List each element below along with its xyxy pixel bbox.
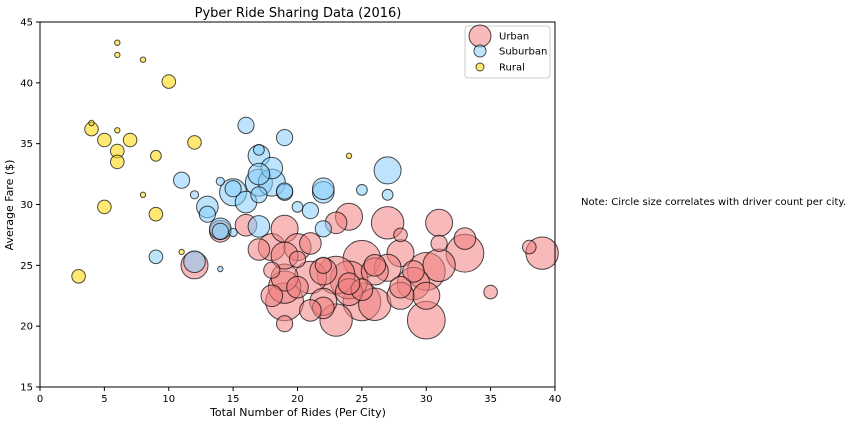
suburban-point bbox=[247, 162, 271, 186]
suburban-point bbox=[198, 205, 216, 223]
urban-point bbox=[299, 232, 322, 255]
x-tick-label: 40 bbox=[549, 394, 562, 405]
rural-point bbox=[97, 199, 112, 215]
suburban-point bbox=[228, 227, 238, 238]
urban-point bbox=[276, 315, 294, 333]
rural-point bbox=[148, 206, 164, 222]
rural-point bbox=[88, 119, 95, 127]
urban-point bbox=[263, 261, 281, 279]
suburban-point bbox=[250, 186, 268, 204]
suburban-point bbox=[215, 176, 225, 186]
suburban-point bbox=[276, 129, 294, 147]
urban-point bbox=[522, 239, 537, 255]
suburban-point bbox=[247, 215, 271, 238]
urban-point bbox=[389, 275, 412, 299]
urban-point bbox=[425, 208, 454, 237]
y-tick-label: 20 bbox=[20, 322, 33, 333]
y-tick-label: 45 bbox=[20, 18, 33, 29]
suburban-point bbox=[314, 220, 332, 238]
suburban-point bbox=[217, 265, 224, 273]
x-tick-label: 20 bbox=[291, 394, 304, 405]
rural-point bbox=[97, 132, 112, 148]
suburban-point bbox=[173, 171, 191, 189]
legend-marker-suburban bbox=[473, 44, 487, 58]
rural-point bbox=[114, 39, 121, 46]
x-tick-label: 35 bbox=[484, 394, 497, 405]
suburban-point bbox=[148, 249, 164, 265]
y-tick-label: 40 bbox=[20, 78, 33, 89]
legend-marker-rural bbox=[475, 62, 485, 72]
urban-point bbox=[299, 299, 322, 322]
urban-point bbox=[430, 234, 448, 252]
legend: Urban Suburban Rural bbox=[464, 24, 551, 79]
rural-point bbox=[345, 152, 353, 160]
urban-point bbox=[393, 227, 408, 243]
suburban-point bbox=[224, 180, 242, 198]
points-layer bbox=[71, 39, 559, 340]
rural-point bbox=[71, 269, 86, 284]
suburban-point bbox=[183, 250, 206, 274]
rural-point bbox=[139, 191, 147, 199]
rural-point bbox=[114, 127, 121, 134]
chart-title: Pyber Ride Sharing Data (2016) bbox=[195, 6, 402, 21]
y-axis-ticks: 15 20 25 30 35 40 45 bbox=[20, 18, 40, 394]
x-tick-label: 10 bbox=[162, 394, 175, 405]
y-axis-label: Average Fare ($) bbox=[3, 160, 16, 251]
urban-point bbox=[288, 250, 307, 268]
suburban-point bbox=[276, 182, 294, 200]
y-tick-label: 30 bbox=[20, 200, 33, 211]
suburban-point bbox=[291, 201, 304, 213]
suburban-point bbox=[312, 177, 335, 200]
chart-note: Note: Circle size correlates with driver… bbox=[581, 197, 846, 208]
urban-point bbox=[260, 284, 284, 308]
legend-marker-urban bbox=[468, 24, 492, 48]
urban-point bbox=[363, 253, 387, 277]
urban-point bbox=[453, 227, 477, 250]
x-tick-label: 5 bbox=[101, 394, 107, 405]
x-tick-label: 0 bbox=[37, 394, 43, 405]
urban-point bbox=[402, 260, 425, 283]
x-tick-label: 30 bbox=[420, 394, 433, 405]
rural-point bbox=[150, 149, 162, 162]
legend-label-rural: Rural bbox=[499, 63, 525, 74]
suburban-point bbox=[253, 143, 265, 156]
suburban-point bbox=[373, 156, 402, 185]
suburban-point bbox=[301, 202, 319, 220]
legend-label-urban: Urban bbox=[499, 32, 529, 43]
suburban-point bbox=[189, 190, 200, 200]
rural-point bbox=[161, 74, 177, 89]
rural-point bbox=[178, 248, 185, 256]
urban-point bbox=[337, 272, 361, 295]
urban-point bbox=[314, 256, 332, 274]
urban-point bbox=[247, 238, 271, 261]
x-tick-label: 15 bbox=[227, 394, 240, 405]
urban-point bbox=[483, 284, 498, 300]
rural-point bbox=[187, 135, 202, 150]
rural-point bbox=[114, 51, 121, 59]
urban-point bbox=[412, 281, 441, 310]
rural-point bbox=[122, 132, 138, 148]
x-tick-label: 25 bbox=[356, 394, 369, 405]
suburban-point bbox=[211, 222, 229, 240]
legend-label-suburban: Suburban bbox=[499, 47, 547, 58]
x-axis-ticks: 0 5 10 15 20 25 30 35 40 bbox=[37, 387, 562, 405]
suburban-point bbox=[237, 116, 255, 135]
y-tick-label: 25 bbox=[20, 261, 33, 272]
y-tick-label: 15 bbox=[20, 383, 33, 394]
rural-point bbox=[139, 56, 147, 63]
y-tick-label: 35 bbox=[20, 139, 33, 150]
urban-point bbox=[286, 275, 309, 299]
x-axis-label: Total Number of Rides (Per City) bbox=[209, 406, 386, 419]
suburban-point bbox=[381, 188, 394, 201]
suburban-point bbox=[356, 184, 368, 196]
rural-point bbox=[110, 154, 125, 170]
